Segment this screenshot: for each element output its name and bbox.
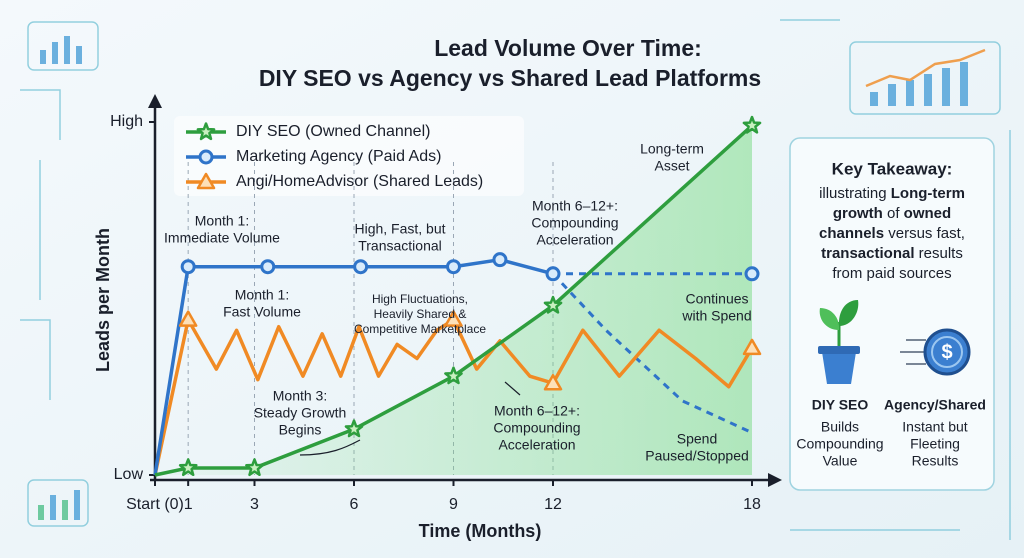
- panel-span: illustrating: [819, 185, 891, 202]
- axes: [148, 94, 782, 487]
- annotation: Month 3:: [273, 388, 327, 404]
- annotation-arrow: [299, 439, 361, 456]
- annotation: Fast Volume: [223, 304, 301, 320]
- legend-box: [174, 116, 524, 196]
- panel-span: transactional: [821, 245, 914, 262]
- marker: [543, 295, 563, 314]
- item-desc: Compounding: [796, 436, 883, 452]
- panel-span: of: [883, 205, 904, 222]
- marker: [444, 366, 463, 385]
- marker: [742, 115, 762, 134]
- item-desc: Fleeting: [910, 436, 960, 452]
- marker: [178, 458, 198, 477]
- legend-marker: [196, 172, 216, 190]
- annotation: Month 6–12+:: [532, 198, 618, 214]
- series-line: [153, 317, 754, 476]
- marker: [742, 338, 762, 356]
- annotation-arrow: [504, 381, 521, 396]
- legend-marker: [196, 122, 216, 141]
- item-desc: Instant but: [902, 419, 967, 435]
- annotation: Paused/Stopped: [645, 448, 749, 464]
- annotation: Heavily Shared &: [374, 307, 467, 321]
- svg-text:$: $: [941, 341, 952, 363]
- item-desc: Builds: [821, 419, 859, 435]
- x-tick-label: 3: [250, 496, 259, 513]
- annotation: Steady Growth: [254, 405, 347, 421]
- panel-text: channels versus fast,: [819, 225, 965, 242]
- chart-subtitle: DIY SEO vs Agency vs Shared Lead Platfor…: [259, 65, 761, 91]
- growth-area: [155, 125, 752, 475]
- x-tick-label: 12: [544, 496, 562, 513]
- annotation: High, Fast, but: [354, 221, 445, 237]
- y-axis-label: Leads per Month: [93, 228, 113, 372]
- marker: [260, 259, 276, 275]
- panel-span: growth: [833, 205, 883, 222]
- annotation: Immediate Volume: [164, 230, 280, 246]
- x-tick-label: 1: [184, 496, 193, 513]
- decor: [20, 19, 1011, 540]
- legend-label: Marketing Agency (Paid Ads): [236, 148, 441, 165]
- panel-title: Key Takeaway:: [832, 159, 953, 178]
- plant-icon: [818, 300, 860, 384]
- x-tick-label: 6: [350, 496, 359, 513]
- annotation: Month 6–12+:: [494, 403, 580, 419]
- marker: [178, 310, 198, 327]
- marker: [545, 266, 561, 282]
- panel-text: growth of owned: [833, 205, 951, 222]
- annotation: Compounding: [493, 420, 580, 436]
- legend-label: Angi/HomeAdvisor (Shared Leads): [236, 173, 483, 190]
- panel-span: owned: [904, 205, 952, 222]
- annotation: Spend: [677, 431, 717, 447]
- panel-span: from paid sources: [832, 265, 951, 282]
- annotation: with Spend: [681, 308, 751, 324]
- panel-span: results: [915, 245, 963, 262]
- annotation: Continues: [685, 291, 748, 307]
- marker: [744, 266, 760, 282]
- annotation: Acceleration: [536, 232, 613, 248]
- chart-title: Lead Volume Over Time:: [434, 35, 702, 61]
- panel-span: channels: [819, 225, 884, 242]
- panel-span: Long-term: [891, 185, 965, 202]
- annotation: Long-term: [640, 141, 704, 157]
- item-desc: Results: [912, 453, 959, 469]
- takeaway-panel: [789, 137, 995, 491]
- annotation: Begins: [279, 422, 322, 438]
- item-label: DIY SEO: [812, 397, 869, 413]
- x-tick-label: Start (0): [126, 496, 184, 513]
- marker: [543, 373, 563, 391]
- annotation: Transactional: [358, 238, 442, 254]
- annotation: High Fluctuations,: [372, 292, 468, 306]
- item-desc: Value: [823, 453, 858, 469]
- item-label: Agency/Shared: [884, 397, 986, 413]
- x-axis-label: Time (Months): [419, 521, 542, 541]
- marker: [492, 252, 508, 268]
- legend-marker: [198, 149, 214, 165]
- marker: [344, 419, 364, 438]
- annotation: Month 1:: [195, 213, 249, 229]
- panel-span: versus fast,: [884, 225, 965, 242]
- marker: [180, 259, 196, 275]
- y-tick-label: Low: [114, 466, 144, 483]
- annotation: Compounding: [531, 215, 618, 231]
- annotation: Month 1:: [235, 287, 289, 303]
- annotation: Acceleration: [498, 437, 575, 453]
- panel-text: transactional results: [821, 245, 963, 262]
- x-tick-label: 18: [743, 496, 761, 513]
- y-tick-label: High: [110, 113, 143, 130]
- panel-text: from paid sources: [832, 265, 951, 282]
- coin-icon: $: [900, 328, 971, 376]
- marker: [245, 458, 264, 477]
- marker: [444, 310, 463, 327]
- panel-text: illustrating Long-term: [819, 185, 965, 202]
- marker: [353, 259, 369, 275]
- x-tick-label: 9: [449, 496, 458, 513]
- annotation: Asset: [654, 158, 689, 174]
- legend-label: DIY SEO (Owned Channel): [236, 123, 430, 140]
- annotation: Competitive Marketplace: [354, 322, 486, 336]
- marker: [446, 259, 461, 275]
